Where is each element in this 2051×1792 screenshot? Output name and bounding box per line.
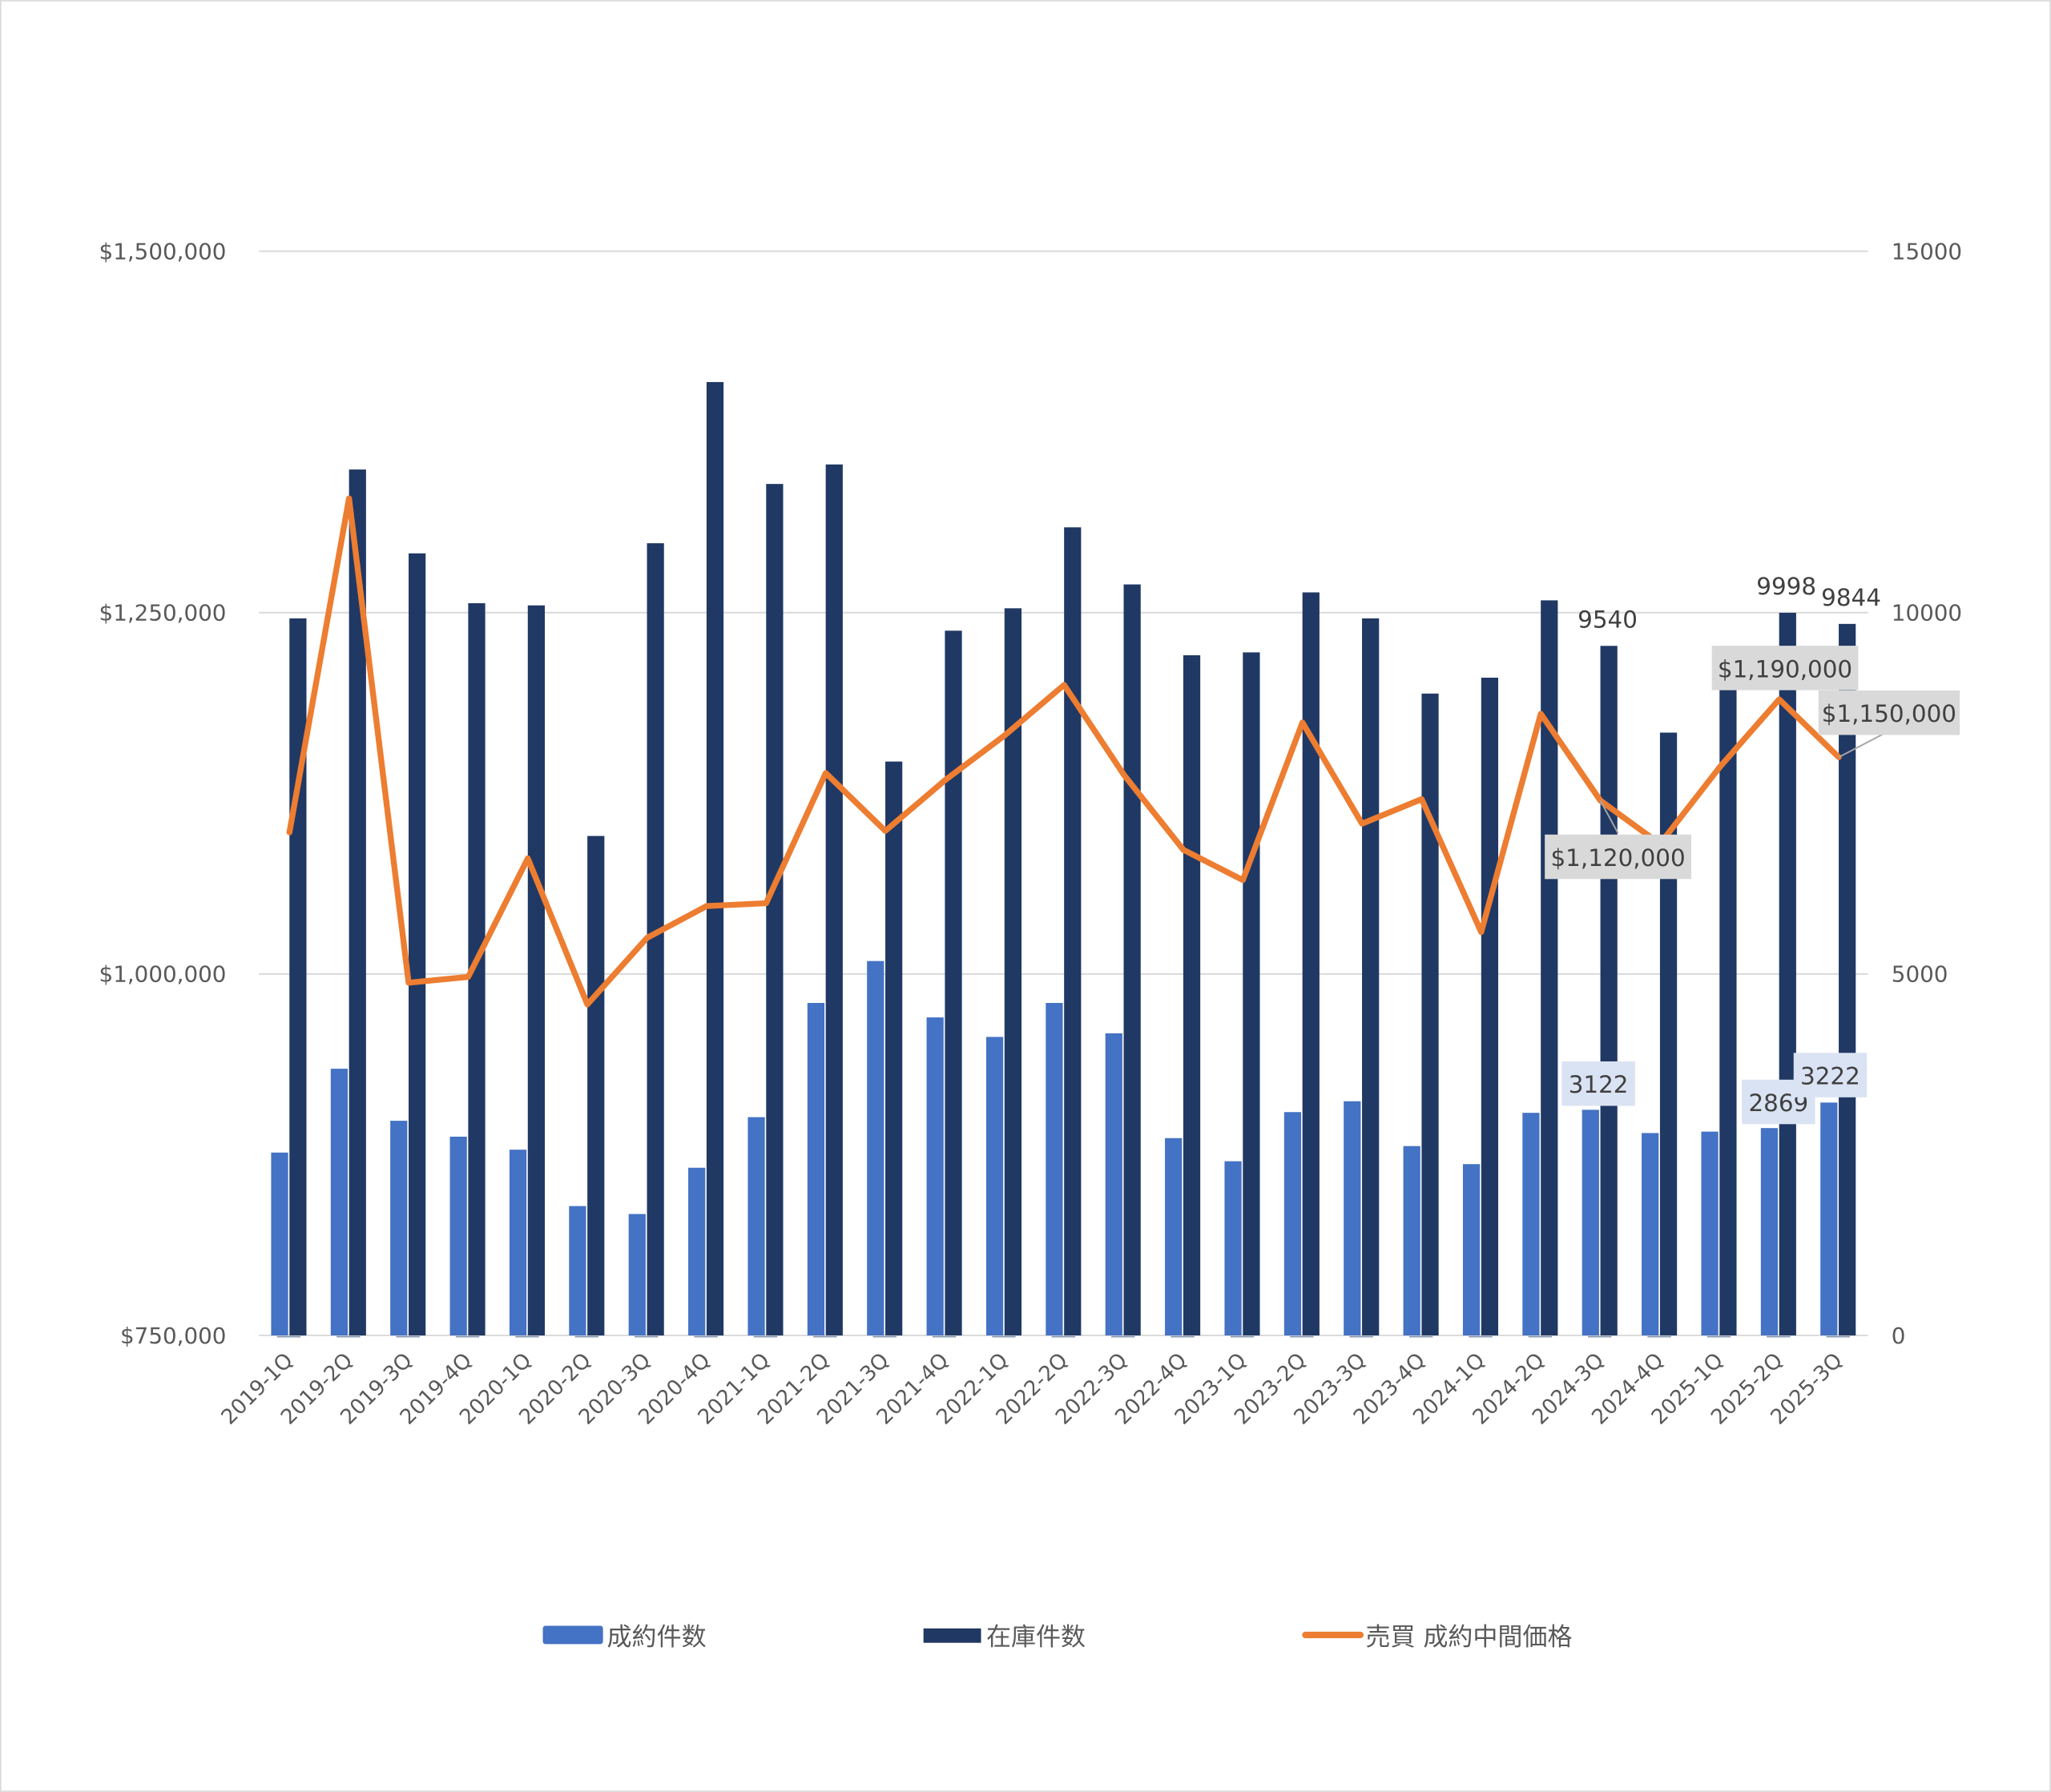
- bar-closed-deals: [1582, 1109, 1599, 1336]
- bar-inventory: [1183, 654, 1201, 1336]
- bar-closed-deals: [449, 1136, 467, 1336]
- left-axis-tick-label: $1,500,000: [99, 238, 227, 264]
- right-axis-tick-label: 5000: [1892, 961, 1948, 988]
- data-label-box: [1711, 646, 1859, 691]
- bar-closed-deals: [985, 1037, 1004, 1336]
- bar-inventory: [1302, 592, 1320, 1336]
- left-axis-tick-label: $750,000: [120, 1323, 226, 1349]
- bar-closed-deals: [1701, 1131, 1719, 1336]
- bar-closed-deals: [271, 1152, 288, 1336]
- bar-closed-deals: [867, 960, 884, 1336]
- bar-closed-deals: [1820, 1102, 1838, 1336]
- bar-inventory: [706, 381, 724, 1336]
- bar-inventory: [1600, 646, 1618, 1336]
- bar-closed-deals: [807, 1003, 825, 1336]
- bar-inventory: [1481, 677, 1499, 1336]
- bar-closed-deals: [1224, 1161, 1242, 1336]
- bar-inventory: [527, 605, 545, 1336]
- bar-closed-deals: [1046, 1003, 1063, 1336]
- bar-closed-deals: [1642, 1133, 1659, 1336]
- data-label-box: [1545, 834, 1692, 880]
- bar-closed-deals: [1105, 1033, 1122, 1336]
- bar-inventory: [1779, 612, 1796, 1336]
- legend-swatch-closed-deals: [542, 1625, 603, 1645]
- data-label: 3222: [1800, 1062, 1860, 1089]
- bar-inventory: [647, 543, 664, 1336]
- bar-inventory: [825, 464, 843, 1336]
- bar-inventory: [1243, 652, 1260, 1336]
- legend: 成約件数 在庫件数 売買 成約中間価格: [542, 1623, 1572, 1652]
- bar-closed-deals: [1760, 1128, 1779, 1336]
- data-label: 9844: [1821, 584, 1881, 611]
- bar-closed-deals: [747, 1117, 765, 1336]
- data-label: $1,190,000: [1718, 655, 1852, 683]
- bar-closed-deals: [1522, 1113, 1540, 1336]
- bar-closed-deals: [1165, 1138, 1183, 1336]
- data-label: 3122: [1569, 1071, 1629, 1098]
- bar-inventory: [468, 603, 486, 1336]
- bar-closed-deals: [1344, 1101, 1361, 1336]
- bar-inventory: [409, 553, 426, 1336]
- data-label: 9540: [1578, 606, 1638, 633]
- bar-inventory: [885, 761, 903, 1336]
- bar-inventory: [1659, 732, 1678, 1336]
- bar-inventory: [766, 484, 784, 1336]
- bar-closed-deals: [926, 1017, 944, 1336]
- legend-label: 在庫件数: [986, 1623, 1086, 1652]
- label-leader-line: [1838, 732, 1884, 759]
- right-axis-tick-label: 0: [1892, 1323, 1906, 1349]
- data-label-box: [1561, 1061, 1635, 1106]
- bar-inventory: [1064, 527, 1082, 1336]
- label-leader-line: [1599, 799, 1619, 834]
- bar-inventory: [1541, 600, 1558, 1336]
- right-axis-tick-label: 10000: [1892, 600, 1962, 626]
- legend-label: 成約件数: [607, 1623, 707, 1652]
- bar-closed-deals: [1462, 1164, 1481, 1336]
- bar-inventory: [1004, 608, 1022, 1336]
- bar-closed-deals: [330, 1069, 349, 1336]
- bar-closed-deals: [390, 1121, 408, 1336]
- bar-closed-deals: [628, 1214, 646, 1336]
- bar-inventory: [349, 469, 366, 1336]
- right-axis-tick-label: 15000: [1892, 238, 1962, 264]
- bar-closed-deals: [688, 1167, 706, 1336]
- bar-inventory: [1839, 623, 1856, 1336]
- left-axis-tick-label: $1,250,000: [99, 600, 227, 626]
- bar-inventory: [289, 618, 307, 1336]
- bar-closed-deals: [569, 1206, 586, 1336]
- data-label-box: [1818, 690, 1960, 735]
- left-axis-tick-label: $1,000,000: [99, 961, 227, 988]
- bar-inventory: [1719, 687, 1737, 1336]
- bar-closed-deals: [1403, 1146, 1420, 1336]
- bar-inventory: [945, 630, 962, 1336]
- bar-inventory: [1421, 693, 1439, 1336]
- bar-inventory: [1123, 584, 1141, 1336]
- bar-inventory: [587, 836, 605, 1336]
- legend-label: 売買 成約中間価格: [1365, 1623, 1572, 1652]
- data-label: 9998: [1756, 573, 1816, 600]
- bar-closed-deals: [1283, 1112, 1302, 1336]
- bar-inventory: [1362, 618, 1380, 1336]
- legend-swatch-inventory: [923, 1628, 981, 1643]
- data-label-box: [1793, 1053, 1868, 1097]
- data-label: $1,150,000: [1822, 700, 1956, 727]
- bar-closed-deals: [509, 1150, 527, 1336]
- data-label: $1,120,000: [1550, 844, 1685, 872]
